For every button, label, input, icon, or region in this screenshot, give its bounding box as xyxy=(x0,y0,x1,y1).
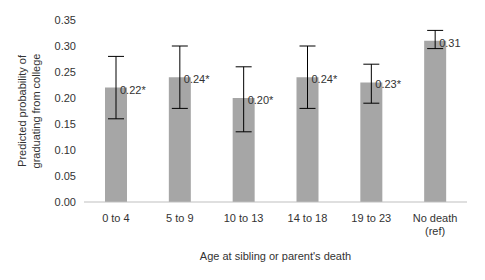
svg-text:14 to 18: 14 to 18 xyxy=(288,212,328,224)
svg-text:No death(ref): No death(ref) xyxy=(413,212,458,237)
svg-text:0.24*: 0.24* xyxy=(184,73,210,85)
svg-text:0.20: 0.20 xyxy=(55,92,76,104)
svg-text:5 to 9: 5 to 9 xyxy=(166,212,194,224)
svg-text:0.23*: 0.23* xyxy=(375,78,401,90)
svg-text:10 to 13: 10 to 13 xyxy=(224,212,264,224)
svg-text:0.05: 0.05 xyxy=(55,170,76,182)
svg-text:0.30: 0.30 xyxy=(55,40,76,52)
svg-text:0.10: 0.10 xyxy=(55,144,76,156)
svg-text:0.25: 0.25 xyxy=(55,66,76,78)
svg-text:19 to 23: 19 to 23 xyxy=(351,212,391,224)
svg-text:0.24*: 0.24* xyxy=(312,73,338,85)
svg-text:0.00: 0.00 xyxy=(55,196,76,208)
svg-text:Predicted probability ofgradua: Predicted probability ofgraduating from … xyxy=(16,54,42,169)
svg-text:0.35: 0.35 xyxy=(55,14,76,26)
svg-text:0.22*: 0.22* xyxy=(120,84,146,96)
svg-text:0.31: 0.31 xyxy=(439,37,460,49)
svg-text:0.20*: 0.20* xyxy=(248,94,274,106)
svg-text:Age at sibling or parent's dea: Age at sibling or parent's death xyxy=(200,250,351,262)
svg-text:0 to 4: 0 to 4 xyxy=(102,212,130,224)
svg-text:0.15: 0.15 xyxy=(55,118,76,130)
